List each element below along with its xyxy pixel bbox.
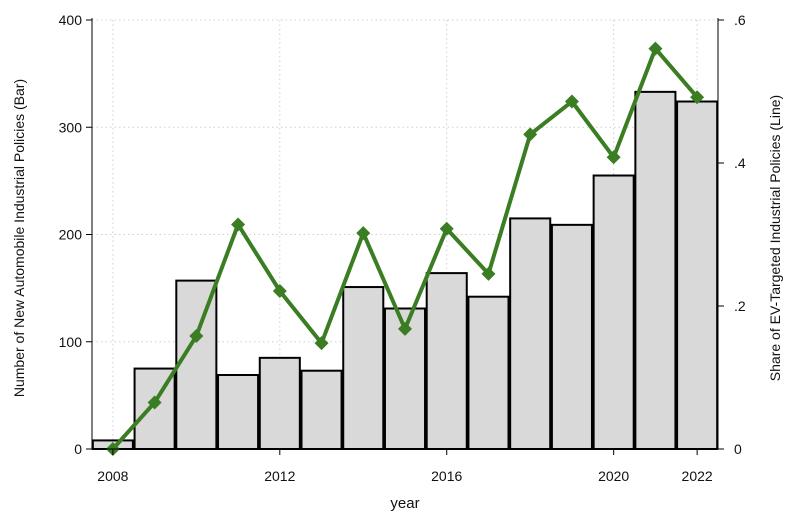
x-tick-label: 2008 (97, 468, 128, 484)
line-marker-2009 (147, 395, 162, 410)
y-right-tick-label: .6 (734, 12, 746, 28)
bar-2018 (509, 217, 552, 450)
axes: 0 100 200 300 400 0 .2 .4 .6 2008 2012 2016 2020 2022 (59, 12, 746, 484)
y-axis-left-label: Number of New Automobile Industrial Poli… (11, 79, 27, 397)
line-marker-2010 (189, 329, 204, 344)
line-marker-2017 (481, 266, 496, 281)
line-marker-2016 (439, 221, 454, 236)
line-marker-2021 (648, 41, 663, 56)
y-left-tick-label: 300 (59, 119, 83, 135)
bar-series (91, 90, 719, 451)
bar-2014 (342, 286, 385, 450)
y-right-tick-label: 0 (734, 441, 742, 457)
bar-2019 (550, 223, 593, 450)
bar-2013 (300, 369, 343, 450)
y-left-tick-label: 0 (74, 441, 82, 457)
y-left-tick-label: 100 (59, 334, 83, 350)
y-axis-right-label: Share of EV-Targeted Industrial Policies… (767, 95, 783, 381)
bar-2022 (676, 100, 719, 450)
x-tick-label: 2020 (598, 468, 629, 484)
x-tick-label: 2022 (682, 468, 713, 484)
bar-2012 (258, 356, 301, 450)
line-marker-2015 (398, 321, 412, 336)
bar-2020 (592, 174, 635, 450)
bar-2011 (217, 373, 260, 450)
line-marker-2014 (356, 226, 371, 241)
bar-2016 (425, 272, 468, 450)
line-marker-2012 (272, 283, 287, 298)
bar-2017 (467, 295, 510, 450)
line-marker-2019 (564, 94, 579, 109)
bar-2021 (634, 90, 677, 450)
line-marker-2018 (523, 127, 538, 142)
y-left-tick-label: 400 (59, 12, 83, 28)
y-right-tick-label: .2 (734, 298, 746, 314)
bar-2010 (175, 279, 218, 450)
line-marker-2020 (606, 150, 621, 165)
x-tick-label: 2016 (431, 468, 462, 484)
line-marker-2013 (314, 336, 329, 351)
x-tick-label: 2012 (264, 468, 295, 484)
line-marker-2011 (231, 217, 246, 232)
x-axis-label: year (390, 495, 419, 512)
line-series (105, 41, 705, 456)
y-right-tick-label: .4 (734, 155, 746, 171)
y-left-tick-label: 200 (59, 227, 83, 243)
line-marker-2022 (690, 90, 705, 105)
